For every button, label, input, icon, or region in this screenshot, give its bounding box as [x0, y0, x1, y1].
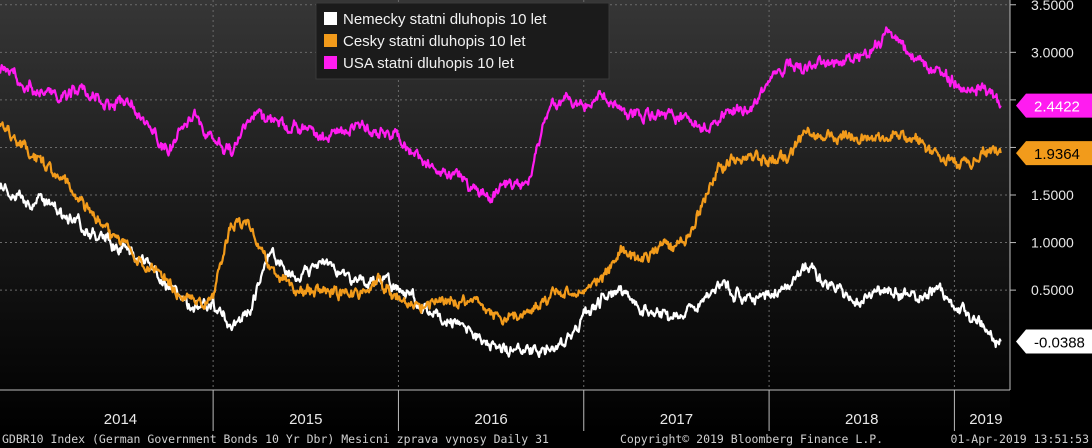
footer: GDBR10 Index (German Government Bonds 10…: [0, 431, 1092, 448]
last-value-tag-label: 1.9364: [1034, 146, 1080, 163]
last-value-tag-label: 2.4422: [1034, 99, 1080, 116]
last-value-tags: -0.0388 1.9364 2.4422: [1016, 93, 1092, 354]
x-tick-label: 2015: [289, 411, 322, 428]
last-value-tag-label: -0.0388: [1034, 334, 1085, 351]
series-line: [0, 182, 1002, 358]
last-value-tag: 2.4422: [1016, 93, 1092, 118]
x-tick-label: 2014: [104, 411, 137, 428]
x-tick-label: 2019: [969, 411, 1002, 428]
x-tick-label: 2016: [474, 411, 507, 428]
last-value-tag: -0.0388: [1016, 329, 1092, 354]
legend-entry: Cesky statni dluhopis 10 let: [343, 33, 526, 50]
legend-box: [315, 2, 610, 80]
x-tick-label: 2017: [660, 411, 693, 428]
y-tick-label: 1.5000: [1031, 187, 1074, 203]
legend-swatch: [324, 56, 337, 69]
y-tick-label: 1.0000: [1031, 235, 1074, 251]
last-value-tag-shape: [1016, 93, 1092, 118]
footer-copyright: Copyright© 2019 Bloomberg Finance L.P.: [620, 432, 884, 446]
legend-swatch: [324, 12, 337, 25]
footer-timestamp: 01-Apr-2019 13:51:53: [950, 432, 1089, 446]
series-line: [0, 121, 1002, 326]
series-line: [0, 26, 1002, 204]
last-value-tag: 1.9364: [1016, 141, 1092, 166]
legend-swatch: [324, 34, 337, 47]
x-tick-label: 2018: [845, 411, 878, 428]
y-tick-label: 3.0000: [1031, 44, 1074, 60]
last-value-tag-shape: [1016, 141, 1092, 166]
footer-left: GDBR10 Index (German Government Bonds 10…: [2, 432, 549, 446]
series-lines: [0, 26, 1002, 358]
y-tick-label: 0.5000: [1031, 282, 1074, 298]
legend-entry: Nemecky statni dluhopis 10 let: [343, 11, 547, 28]
last-value-tag-shape: [1016, 329, 1092, 354]
y-tick-label: 3.5000: [1031, 0, 1074, 13]
x-axis: 2014 2015 2016 2017 2018 2019: [0, 389, 1010, 431]
line-chart: 3.50003.00002.50002.00001.50001.00000.50…: [0, 0, 1092, 431]
legend: Nemecky statni dluhopis 10 let Cesky stat…: [315, 2, 610, 80]
legend-entry: USA statni dluhopis 10 let: [343, 55, 515, 72]
axis-background: [1010, 0, 1092, 431]
